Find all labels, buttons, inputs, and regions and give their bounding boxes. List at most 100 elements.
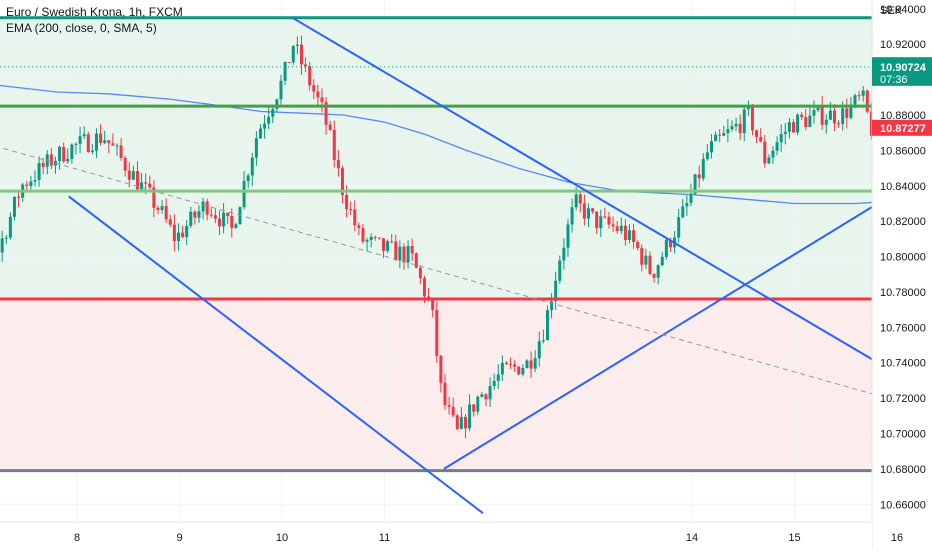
candle-body bbox=[808, 115, 812, 128]
candle-body bbox=[627, 230, 631, 240]
candle-body bbox=[193, 211, 197, 218]
candle-body bbox=[381, 238, 385, 251]
candle-body bbox=[299, 44, 303, 65]
candle-body bbox=[652, 273, 656, 278]
candle-body bbox=[771, 150, 775, 158]
candle-body bbox=[66, 158, 70, 162]
current-price-text: 10.90724 bbox=[880, 62, 927, 74]
candle-body bbox=[660, 256, 664, 266]
trend-line[interactable] bbox=[68, 195, 484, 514]
candle-body bbox=[636, 242, 640, 248]
candle-body bbox=[763, 141, 767, 164]
candle-body bbox=[205, 201, 209, 215]
trend-line[interactable] bbox=[443, 83, 932, 470]
candle-body bbox=[701, 158, 705, 179]
candle-body bbox=[345, 194, 349, 209]
candle-body bbox=[0, 238, 4, 253]
candle-body bbox=[791, 122, 795, 133]
indicator-label[interactable]: EMA (200, close, 0, SMA, 5) bbox=[6, 21, 157, 35]
candle-body bbox=[869, 111, 873, 136]
candle-body bbox=[369, 236, 373, 241]
candle-body bbox=[562, 247, 566, 261]
candle-body bbox=[619, 225, 623, 232]
candle-body bbox=[222, 212, 226, 227]
candle-body bbox=[800, 114, 804, 118]
candle-body bbox=[734, 123, 738, 127]
price-label-text: 10.87277 bbox=[880, 123, 926, 135]
candle-body bbox=[529, 360, 533, 369]
price-tick-label: 10.76000 bbox=[880, 322, 926, 334]
price-tick-label: 10.72000 bbox=[880, 393, 926, 405]
candle-body bbox=[705, 152, 709, 159]
candle-body bbox=[279, 80, 283, 100]
candle-body bbox=[714, 134, 718, 142]
candle-body bbox=[82, 134, 86, 137]
candle-body bbox=[160, 206, 164, 211]
candle-body bbox=[541, 340, 545, 342]
candle-body bbox=[49, 154, 53, 166]
candle-body bbox=[336, 159, 340, 169]
candle-body bbox=[488, 386, 492, 400]
candle-body bbox=[586, 208, 590, 219]
candle-body bbox=[500, 362, 504, 375]
candle-body bbox=[99, 133, 103, 143]
candle-body bbox=[837, 123, 841, 125]
candle-body bbox=[390, 241, 394, 243]
price-tick-label: 10.84000 bbox=[880, 181, 926, 193]
candle-body bbox=[250, 157, 254, 176]
candle-body bbox=[312, 85, 316, 92]
candle-body bbox=[816, 106, 820, 111]
candle-body bbox=[234, 224, 238, 228]
candle-body bbox=[135, 171, 139, 190]
candle-body bbox=[435, 309, 439, 356]
candle-body bbox=[832, 110, 836, 124]
candle-body bbox=[131, 171, 135, 180]
candle-body bbox=[406, 246, 410, 263]
trend-lines[interactable] bbox=[0, 16, 932, 514]
candle-body bbox=[242, 181, 246, 208]
candle-body bbox=[349, 208, 353, 210]
time-axis[interactable]: 8910111415161718:00 bbox=[0, 521, 932, 550]
candle-body bbox=[783, 131, 787, 134]
price-axis[interactable]: SEK10.9400010.9200010.9000010.8800010.86… bbox=[871, 0, 932, 550]
candle-body bbox=[533, 358, 537, 369]
candle-body bbox=[779, 133, 783, 143]
candle-body bbox=[668, 239, 672, 248]
candle-body bbox=[86, 134, 90, 152]
candle-body bbox=[402, 246, 406, 263]
candle-body bbox=[632, 230, 636, 243]
symbol-title[interactable]: Euro / Swedish Krona, 1h, FXCM bbox=[6, 5, 183, 19]
candle-body bbox=[144, 182, 148, 184]
candle-body bbox=[603, 216, 607, 218]
candle-body bbox=[484, 394, 488, 400]
candle-body bbox=[107, 140, 111, 144]
candle-body bbox=[504, 362, 508, 365]
candle-body bbox=[37, 163, 41, 180]
candle-body bbox=[468, 404, 472, 429]
candle-body bbox=[615, 226, 619, 232]
candle-body bbox=[418, 267, 422, 279]
candle-body bbox=[742, 109, 746, 134]
price-tick-label: 10.94000 bbox=[880, 4, 926, 16]
candle-body bbox=[857, 95, 861, 97]
candle-body bbox=[74, 143, 78, 145]
candle-body bbox=[558, 260, 562, 281]
candle-body bbox=[664, 239, 668, 257]
horizontal-lines[interactable] bbox=[0, 16, 872, 473]
trend-line[interactable] bbox=[291, 16, 900, 376]
candle-body bbox=[521, 367, 525, 375]
price-zone bbox=[0, 15, 872, 300]
candle-body bbox=[689, 193, 693, 203]
candle-body bbox=[578, 194, 582, 204]
candle-body bbox=[640, 247, 644, 265]
time-tick-label: 16 bbox=[891, 532, 903, 544]
price-tick-label: 10.92000 bbox=[880, 39, 926, 51]
candle-body bbox=[115, 145, 119, 147]
price-tick-label: 10.70000 bbox=[880, 429, 926, 441]
candle-body bbox=[328, 124, 332, 130]
candle-body bbox=[394, 241, 398, 261]
candle-body bbox=[152, 187, 156, 208]
candle-body bbox=[422, 278, 426, 297]
time-tick-label: 14 bbox=[686, 532, 698, 544]
